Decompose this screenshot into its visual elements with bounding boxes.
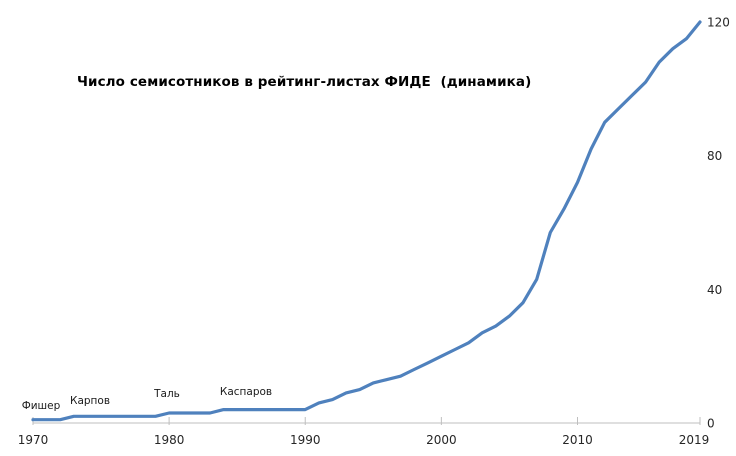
annotation-label: Карпов <box>70 395 110 407</box>
y-axis-tick-label: 0 <box>707 417 715 431</box>
annotation-label: Каспаров <box>220 386 272 398</box>
x-axis-tick-label: 1990 <box>290 433 321 447</box>
x-axis-tick-label: 1980 <box>154 433 185 447</box>
data-line-series <box>31 20 702 422</box>
x-axis-tick-label: 2010 <box>562 433 593 447</box>
y-axis-tick-label: 40 <box>707 283 722 297</box>
chart-title: Число семисотников в рейтинг-листах ФИДЕ… <box>77 74 532 90</box>
x-axis-tick-label: 1970 <box>18 433 49 447</box>
y-axis-tick-label: 80 <box>707 149 722 163</box>
y-axis-tick-label: 120 <box>707 16 730 30</box>
annotation-label: Фишер <box>22 400 61 412</box>
x-axis-tick-label: 2000 <box>426 433 457 447</box>
x-axis-tick-label: 2019 <box>679 433 710 447</box>
annotation-label: Таль <box>153 388 180 400</box>
